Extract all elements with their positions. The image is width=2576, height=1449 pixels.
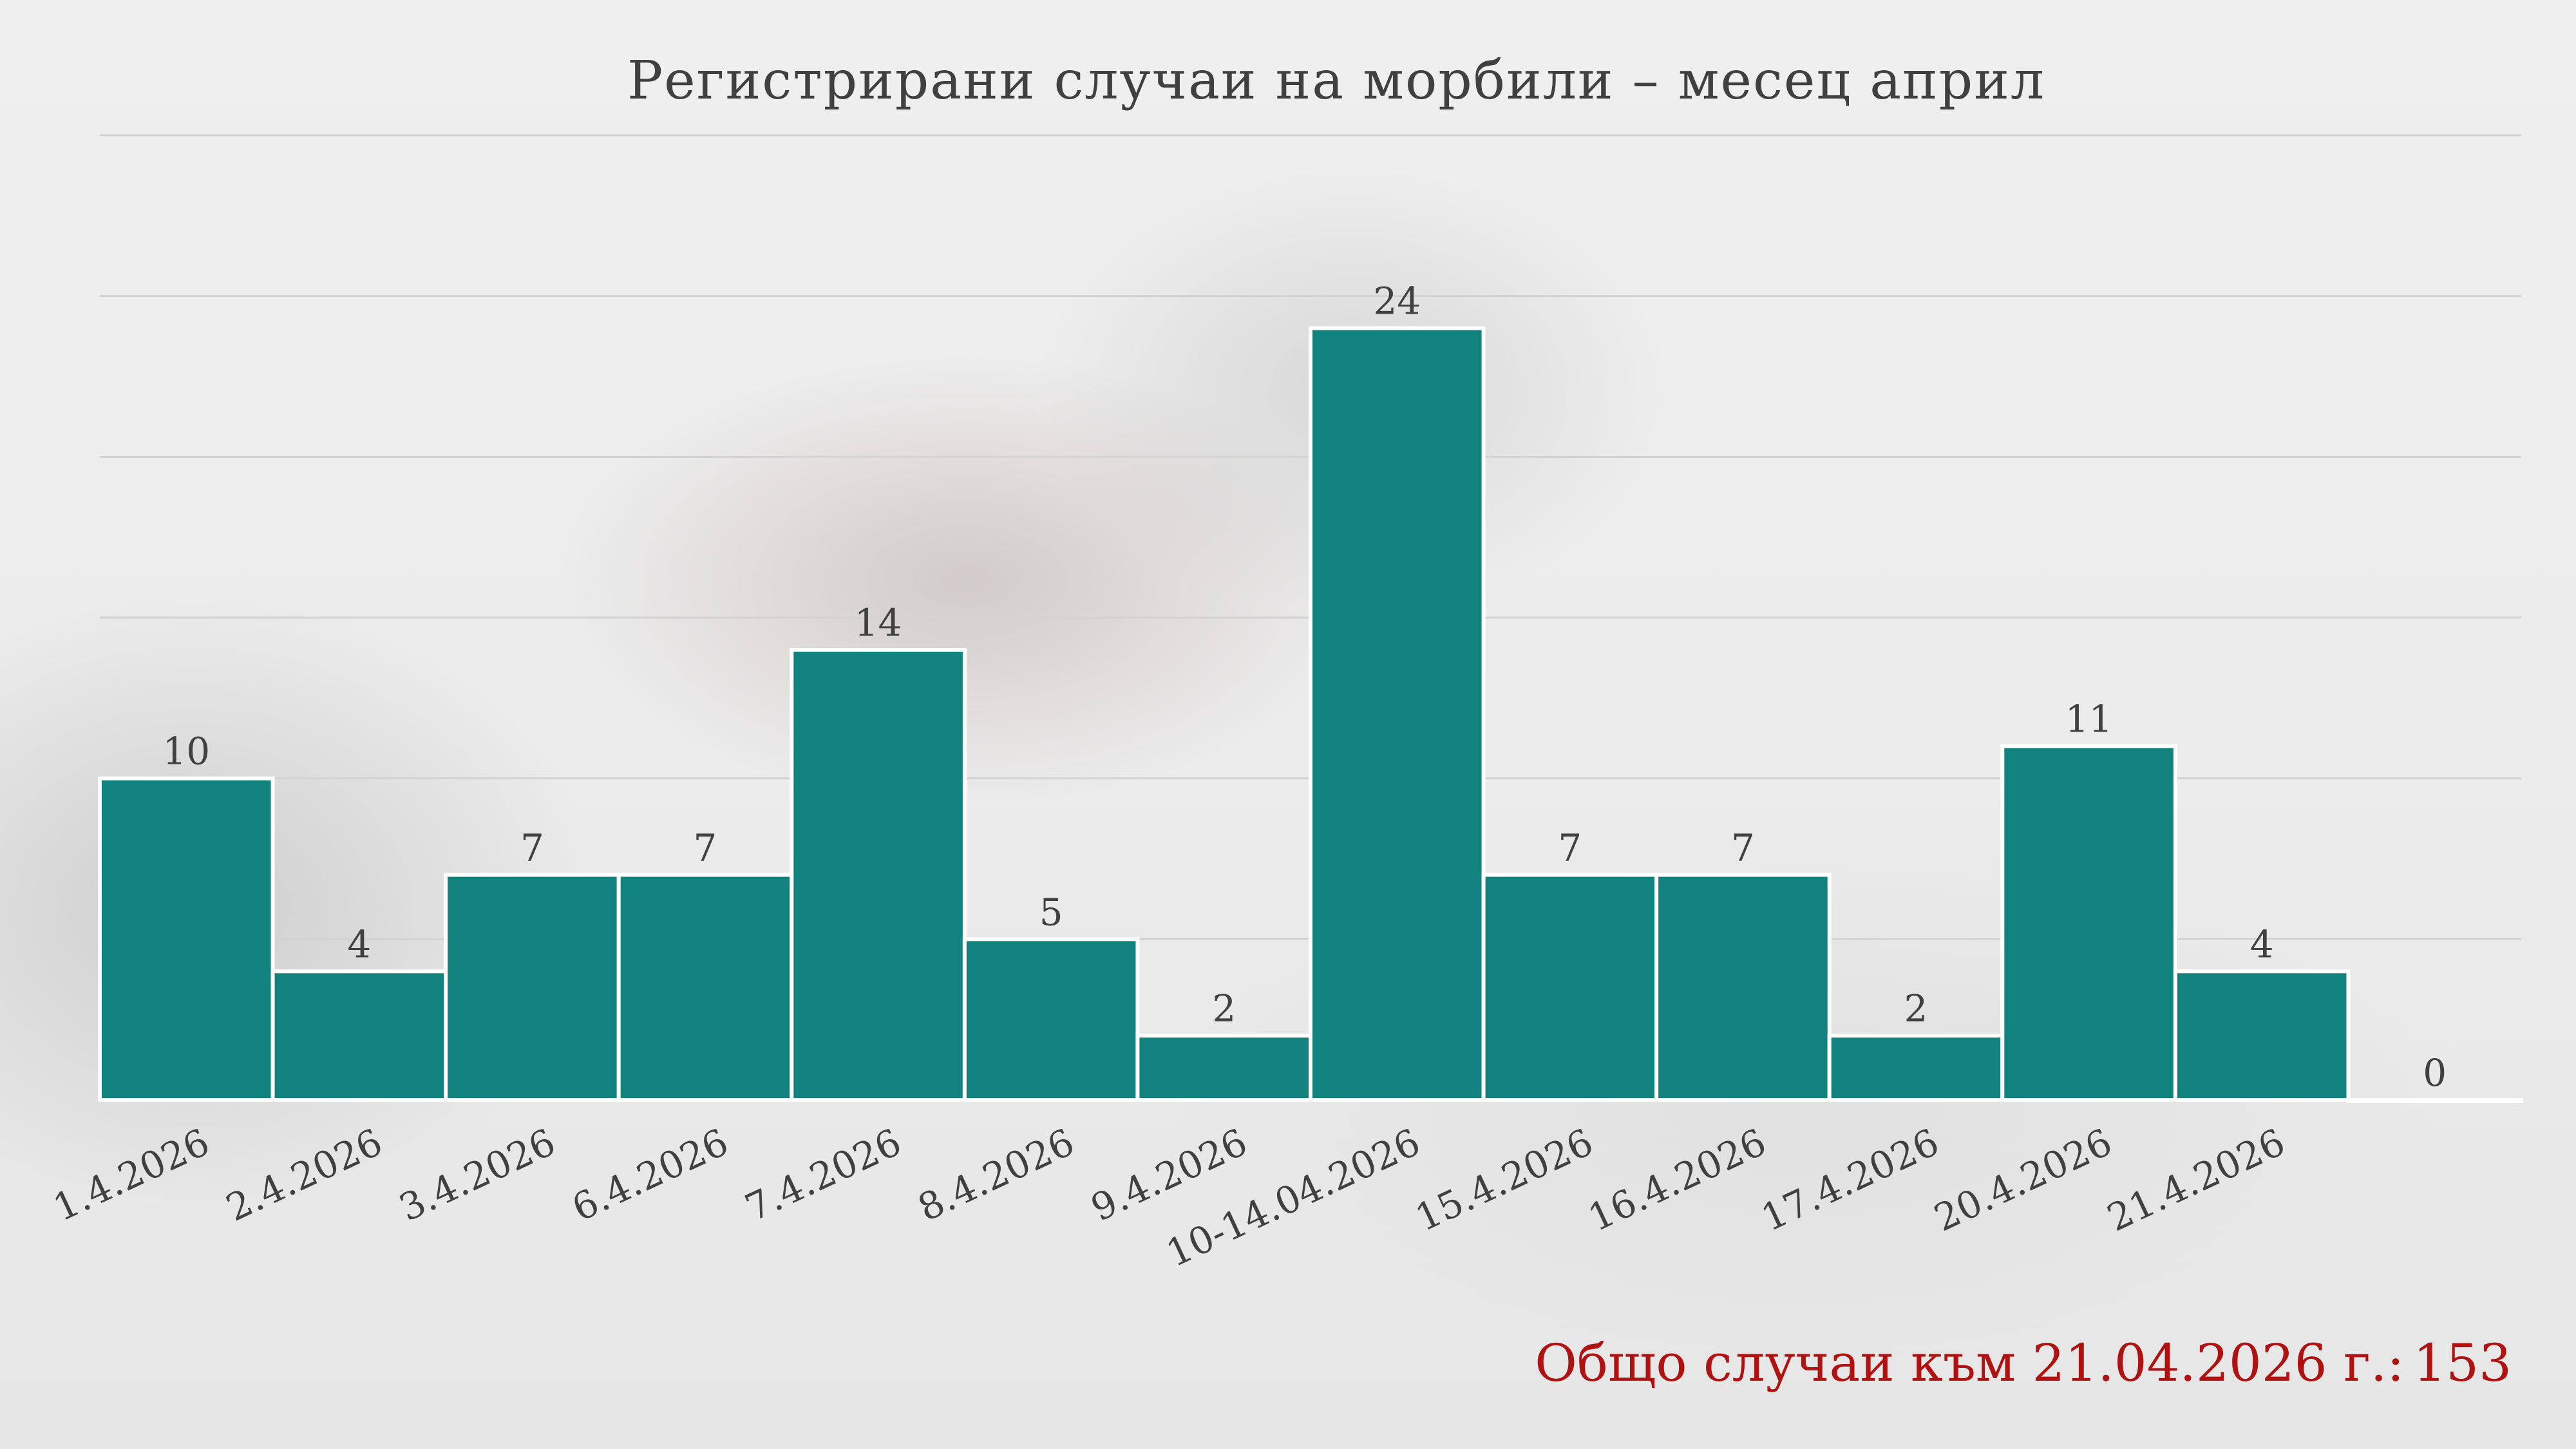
- data-label: 4: [2250, 922, 2274, 966]
- data-label: 24: [1373, 279, 1421, 323]
- data-label: 7: [1731, 826, 1755, 869]
- x-tick-label: 17.4.2026: [1755, 1120, 1946, 1240]
- data-label: 10: [162, 730, 210, 773]
- bar: [1481, 873, 1659, 1102]
- x-tick-label: 21.4.2026: [2101, 1120, 2291, 1240]
- data-label: 14: [855, 601, 902, 645]
- x-tick-label: 6.4.2026: [565, 1120, 735, 1230]
- bar: [790, 647, 967, 1102]
- bar: [2000, 744, 2177, 1102]
- x-tick-label: 2.4.2026: [220, 1120, 389, 1230]
- data-label: 4: [347, 922, 371, 966]
- bar: [270, 969, 448, 1103]
- bar: [1654, 873, 1832, 1102]
- data-label: 7: [520, 826, 544, 869]
- total-cases-note: Общо случаи към 21.04.2026 г.: 153: [1535, 1333, 2512, 1393]
- bar: [962, 937, 1140, 1103]
- x-tick-label: 3.4.2026: [393, 1120, 562, 1230]
- x-tick-labels: 1.4.2026 2.4.2026 3.4.2026 6.4.2026 7.4.2026…: [46, 1120, 2291, 1275]
- bar: [1309, 326, 1486, 1103]
- x-tick-label: 7.4.2026: [739, 1120, 908, 1230]
- bar: [2173, 969, 2351, 1103]
- x-tick-label: 15.4.2026: [1409, 1120, 1600, 1240]
- chart-title: Регистрирани случаи на морбили – месец а…: [627, 50, 2046, 111]
- total-cases-label: Общо случаи към 21.04.2026 г.:: [1535, 1333, 2405, 1393]
- bar: [98, 776, 275, 1102]
- data-label: 0: [2423, 1051, 2447, 1095]
- data-label: 11: [2065, 697, 2113, 741]
- data-label: 2: [1904, 987, 1928, 1030]
- data-label: 2: [1212, 987, 1236, 1030]
- bar: [444, 873, 621, 1102]
- data-label: 5: [1039, 890, 1063, 934]
- bar: [1135, 1034, 1313, 1102]
- x-tick-label: 1.4.2026: [46, 1120, 216, 1230]
- bar: [2346, 1098, 2523, 1103]
- x-tick-label: 16.4.2026: [1582, 1120, 1772, 1240]
- x-tick-label: 8.4.2026: [911, 1120, 1081, 1230]
- x-tick-label: 20.4.2026: [1927, 1120, 2118, 1240]
- data-label: 7: [1558, 826, 1582, 869]
- bars: [98, 326, 2523, 1103]
- total-cases-value: 153: [2413, 1333, 2512, 1393]
- bar: [1827, 1034, 2005, 1102]
- data-label: 7: [694, 826, 717, 869]
- data-labels: 10 4 7 7 14 5 2 24 7 7 2 11 4 0: [162, 279, 2447, 1095]
- bar: [616, 873, 794, 1102]
